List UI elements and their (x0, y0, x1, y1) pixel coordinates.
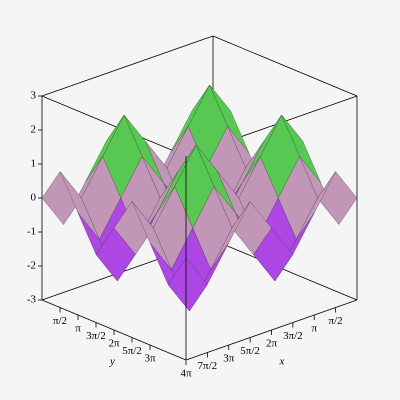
y-tick-label: 3π/2 (86, 330, 106, 342)
box-edge (41, 35, 214, 97)
y-tick-label: 5π/2 (122, 345, 142, 357)
z-tick-label: -1 (27, 226, 36, 238)
x-tick-label: 2π (266, 338, 278, 350)
x-tick-label: π (311, 323, 317, 335)
box-edge (212, 35, 358, 97)
x-axis-label: x (279, 356, 285, 368)
x-tick-label: 3π/2 (283, 330, 303, 342)
z-tick-label: 2 (31, 124, 37, 136)
z-tick-label: 1 (31, 158, 37, 170)
x-tick-label: 7π/2 (198, 360, 218, 372)
y-tick-label: 2π (108, 338, 120, 350)
x-tick-label: 3π (223, 353, 235, 365)
x-tick-label: 4π (180, 368, 192, 380)
x-tick-label: π/2 (329, 315, 343, 327)
z-tick-label: 3 (31, 90, 37, 102)
y-tick-label: π/2 (53, 315, 67, 327)
x-tick-label: 5π/2 (240, 345, 260, 357)
y-tick-label: π (75, 323, 81, 335)
z-tick-label: -3 (27, 294, 37, 306)
y-axis-label: y (109, 356, 115, 368)
y-tick-label: 3π (144, 353, 156, 365)
surface (41, 84, 358, 312)
box-edge (212, 239, 358, 301)
surface-patch (317, 171, 358, 225)
labels: 3210-1-2-3π/2π3π/22π5π/23π7π/24ππ/2π3π/2… (27, 90, 343, 380)
z-tick-label: -2 (27, 260, 36, 272)
box-edge (41, 95, 187, 157)
z-tick-label: 0 (31, 192, 37, 204)
